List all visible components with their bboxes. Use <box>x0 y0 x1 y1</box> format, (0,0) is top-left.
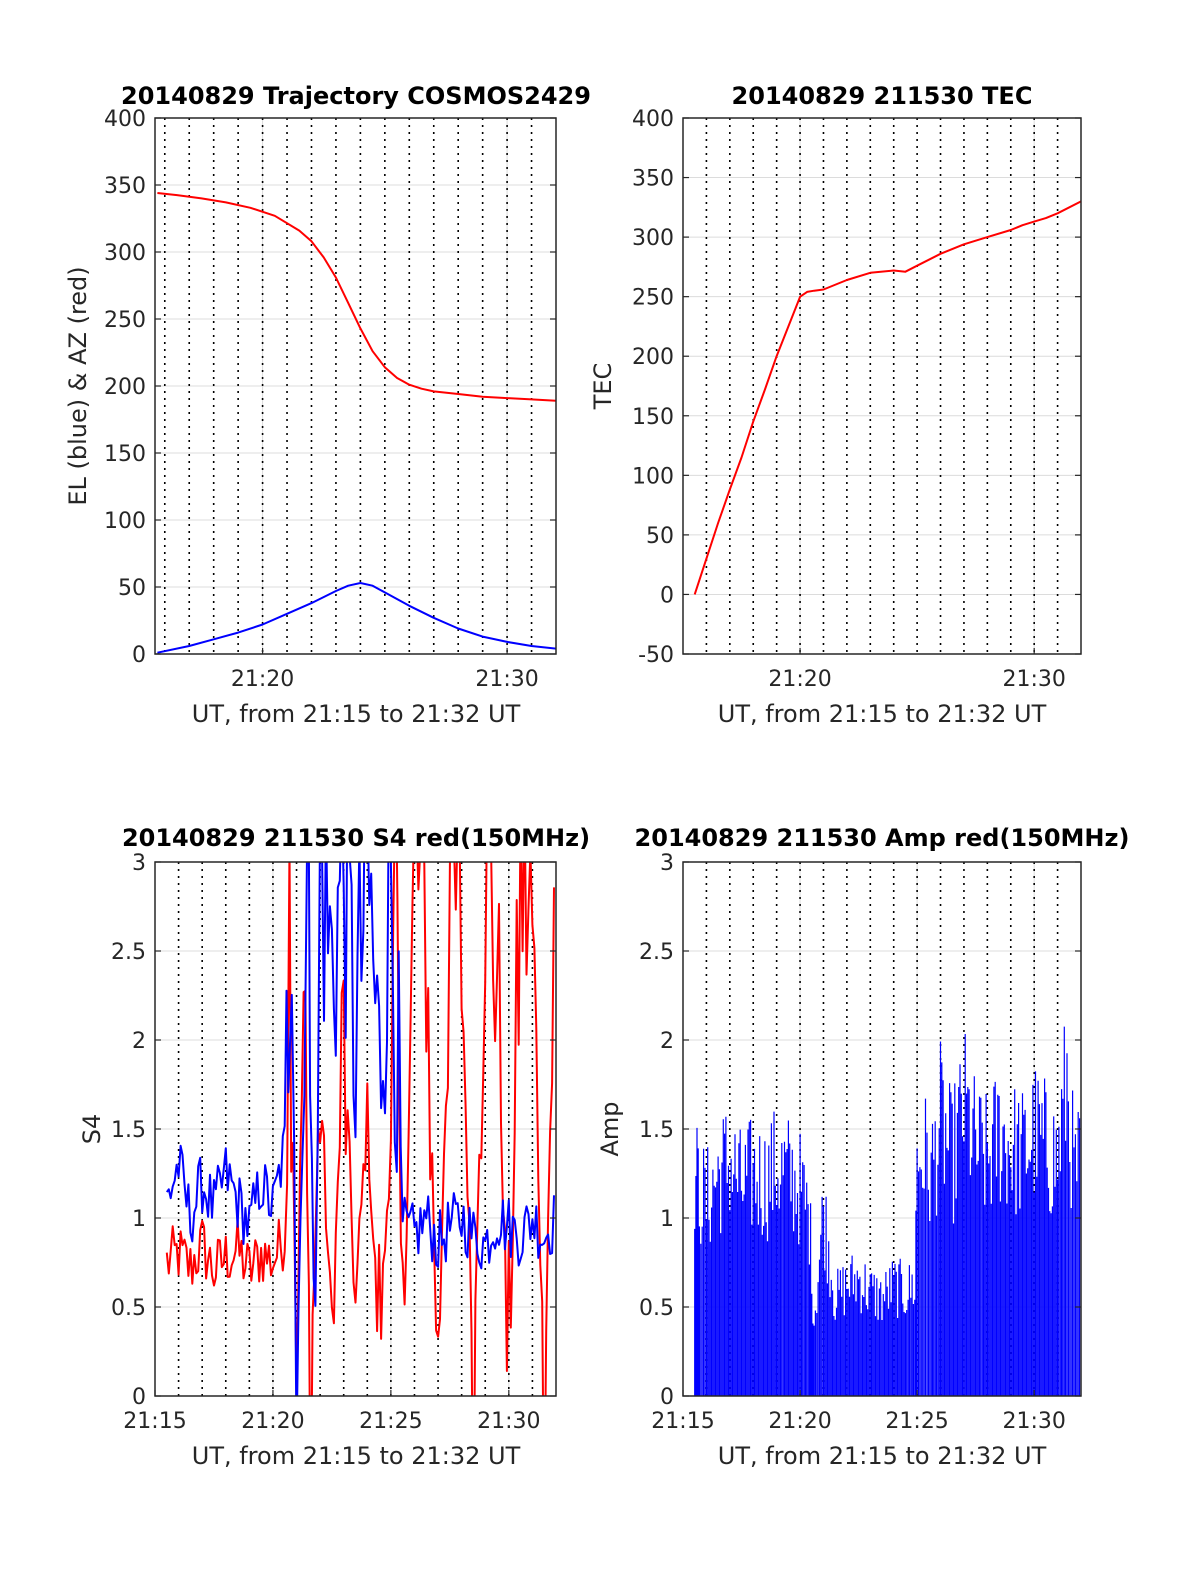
x-axis-label: UT, from 21:15 to 21:32 UT <box>192 700 521 728</box>
y-axis-label: S4 <box>78 1114 106 1145</box>
x-tick-label: 21:15 <box>651 1409 714 1434</box>
y-tick-label: 150 <box>104 442 146 467</box>
y-tick-label: 1 <box>660 1207 674 1232</box>
axes: -50 0 50 100 150 200 250 300 350 400 21:20 21:30 <box>632 107 1082 692</box>
panel-amp: 20140829 211530 Amp red(150MHz) UT, from… <box>596 824 1129 1470</box>
y-tick-label: 3 <box>132 851 146 876</box>
y-tick-label: 0 <box>132 1385 146 1410</box>
plot-area <box>157 192 556 654</box>
y-tick-label: 1.5 <box>111 1118 146 1143</box>
panel-trajectory: 20140829 Trajectory COSMOS2429 UT, from … <box>64 82 591 728</box>
y-tick-label: 50 <box>118 576 146 601</box>
y-tick-label: 2 <box>660 1029 674 1054</box>
y-tick-label: 3 <box>660 851 674 876</box>
y-axis-label: Amp <box>596 1101 624 1156</box>
panel-s4: 20140829 211530 S4 red(150MHz) UT, from … <box>78 824 590 1470</box>
y-tick-label: 250 <box>104 308 146 333</box>
y-tick-label: 0 <box>660 583 674 608</box>
y-tick-label: 0.5 <box>111 1296 146 1321</box>
y-tick-label: 150 <box>632 405 674 430</box>
x-axis-label: UT, from 21:15 to 21:32 UT <box>718 700 1047 728</box>
y-tick-label: 200 <box>632 345 674 370</box>
chart-title: 20140829 Trajectory COSMOS2429 <box>121 82 591 110</box>
y-tick-label: 0.5 <box>639 1296 674 1321</box>
chart-title: 20140829 211530 Amp red(150MHz) <box>635 824 1130 852</box>
y-tick-label: 200 <box>104 375 146 400</box>
x-axis-label: UT, from 21:15 to 21:32 UT <box>718 1442 1047 1470</box>
series-line-0 <box>693 200 1081 595</box>
x-tick-label: 21:20 <box>241 1409 304 1434</box>
y-tick-label: 300 <box>632 226 674 251</box>
axes: 0 0.5 1 1.5 2 2.5 3 21:15 21:20 21:25 21:30 <box>639 851 1082 1434</box>
y-tick-label: -50 <box>638 643 674 668</box>
series-line-1 <box>165 862 555 1396</box>
y-tick-label: 400 <box>632 107 674 132</box>
series-line-1 <box>157 582 556 654</box>
x-tick-label: 21:30 <box>475 667 538 692</box>
series-line-0 <box>165 862 555 1396</box>
plot-area <box>165 862 555 1396</box>
x-tick-label: 21:20 <box>231 667 294 692</box>
x-tick-label: 21:30 <box>1002 667 1065 692</box>
series-line-0 <box>157 192 556 402</box>
y-axis-label: TEC <box>589 363 617 411</box>
series-band-0 <box>694 1026 1081 1396</box>
y-tick-label: 100 <box>104 509 146 534</box>
y-tick-label: 350 <box>632 167 674 192</box>
plot-area <box>693 200 1081 595</box>
x-axis-label: UT, from 21:15 to 21:32 UT <box>192 1442 521 1470</box>
x-tick-label: 21:15 <box>123 1409 186 1434</box>
y-tick-label: 400 <box>104 107 146 132</box>
x-tick-label: 21:25 <box>359 1409 422 1434</box>
y-tick-label: 250 <box>632 286 674 311</box>
chart-title: 20140829 211530 S4 red(150MHz) <box>122 824 590 852</box>
y-tick-label: 0 <box>660 1385 674 1410</box>
plot-area <box>694 1026 1081 1396</box>
axes-box <box>682 117 1082 655</box>
y-tick-label: 1 <box>132 1207 146 1232</box>
y-tick-label: 300 <box>104 241 146 266</box>
y-tick-label: 0 <box>132 643 146 668</box>
x-tick-label: 21:30 <box>1002 1409 1065 1434</box>
x-tick-label: 21:25 <box>885 1409 948 1434</box>
y-tick-label: 2 <box>132 1029 146 1054</box>
y-tick-label: 350 <box>104 174 146 199</box>
y-axis-label: EL (blue) & AZ (red) <box>64 266 92 505</box>
panel-tec: 20140829 211530 TEC UT, from 21:15 to 21… <box>589 82 1082 728</box>
x-tick-label: 21:20 <box>768 667 831 692</box>
axes: 0 50 100 150 200 250 300 350 400 21:20 21:30 <box>104 107 557 692</box>
x-tick-label: 21:30 <box>477 1409 540 1434</box>
y-tick-label: 2.5 <box>111 940 146 965</box>
y-tick-label: 2.5 <box>639 940 674 965</box>
axes: 0 0.5 1 1.5 2 2.5 3 21:15 21:20 21:25 21:30 <box>111 851 557 1434</box>
gridlines <box>683 117 1081 655</box>
x-tick-label: 21:20 <box>768 1409 831 1434</box>
y-tick-label: 1.5 <box>639 1118 674 1143</box>
chart-title: 20140829 211530 TEC <box>732 82 1033 110</box>
y-tick-label: 100 <box>632 464 674 489</box>
y-tick-label: 50 <box>646 524 674 549</box>
